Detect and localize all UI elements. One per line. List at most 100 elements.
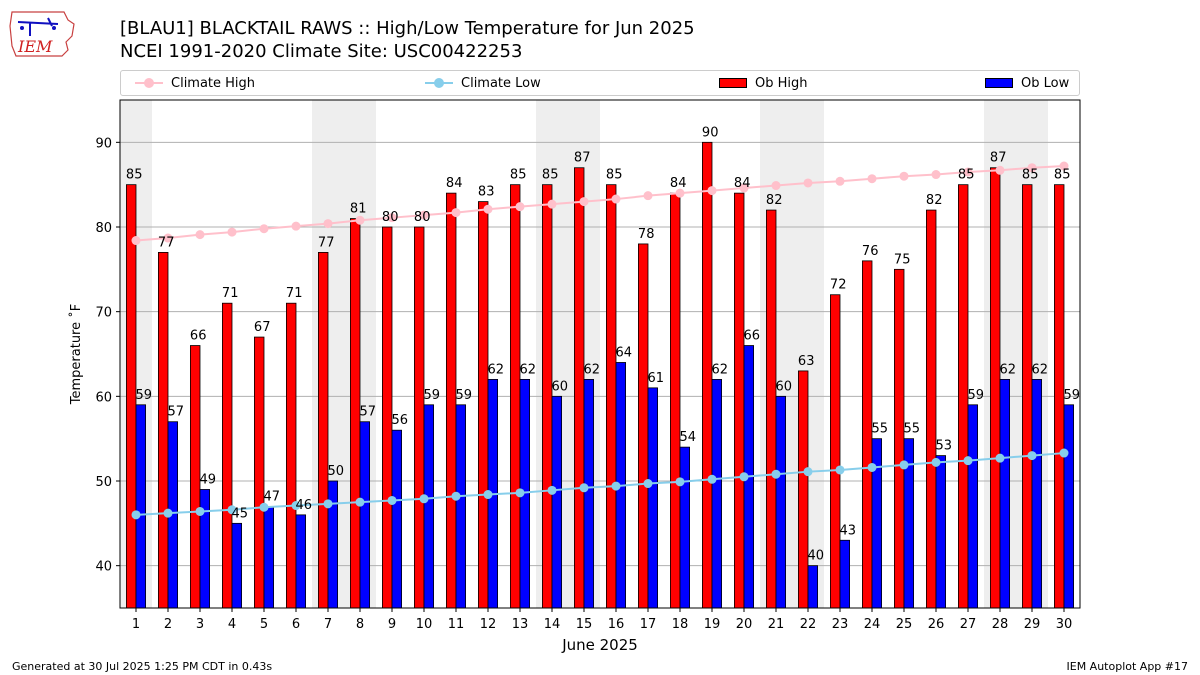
ob-low-bar (167, 421, 179, 609)
ob-low-value-label: 61 (648, 371, 665, 386)
climate-low-point (355, 497, 365, 507)
ob-low-bar (423, 404, 435, 609)
ob-high-bar (1054, 184, 1065, 609)
ob-low-bar (295, 514, 307, 609)
ob-high-value-label: 80 (382, 210, 399, 225)
ob-low-value-label: 57 (360, 405, 377, 420)
ob-low-bar (391, 429, 403, 609)
ob-low-value-label: 59 (424, 388, 441, 403)
ob-high-value-label: 82 (926, 193, 943, 208)
ob-high-bar (477, 201, 489, 609)
ob-high-bar (766, 209, 777, 609)
climate-high-point (387, 213, 397, 223)
climate-low-point (835, 465, 845, 475)
ob-high-value-label: 85 (126, 168, 143, 183)
ob-high-bar (702, 141, 713, 609)
climate-low-point (803, 467, 813, 477)
climate-low-point (547, 485, 557, 495)
ob-low-bar (263, 505, 275, 609)
climate-high-point (739, 183, 749, 193)
ob-high-bar (509, 184, 521, 609)
climate-low-point (227, 505, 237, 515)
ob-low-value-label: 62 (488, 362, 505, 377)
x-tick-label: 18 (672, 617, 689, 632)
ob-low-value-label: 64 (616, 345, 633, 360)
x-tick-label: 13 (512, 617, 529, 632)
legend-label-climate-high: Climate High (171, 75, 256, 91)
ob-low-bar (711, 378, 723, 609)
legend-item-climate-high: Climate High (135, 71, 255, 95)
ob-low-bar (1063, 404, 1075, 609)
ob-high-bar (349, 218, 361, 609)
ob-high-bar (285, 302, 297, 609)
climate-low-point (515, 488, 525, 498)
ob-low-value-label: 47 (264, 489, 281, 504)
y-tick-label: 90 (95, 136, 112, 151)
weekend-band (312, 100, 344, 608)
climate-high-swatch (135, 77, 163, 89)
climate-high-point (483, 204, 493, 214)
climate-high-point (547, 199, 557, 209)
ob-low-value-label: 46 (296, 498, 313, 513)
ob-low-bar (679, 446, 691, 609)
ob-low-value-label: 55 (872, 422, 889, 437)
climate-high-point (419, 210, 429, 220)
climate-high-point (707, 186, 717, 196)
climate-low-point (163, 508, 173, 518)
ob-high-bar (958, 184, 969, 609)
ob-low-value-label: 54 (680, 430, 697, 445)
x-tick-label: 10 (416, 617, 433, 632)
weekend-band (568, 100, 600, 608)
climate-low-point (963, 456, 973, 466)
x-tick-label: 6 (292, 617, 300, 632)
ob-low-bar (455, 404, 467, 609)
climate-low-point (579, 483, 589, 493)
climate-low-point (643, 479, 653, 489)
ob-high-bar (894, 268, 905, 609)
ob-low-value-label: 50 (328, 464, 345, 479)
weekend-band (792, 100, 824, 608)
ob-high-value-label: 84 (446, 176, 463, 191)
ob-high-bar (862, 260, 873, 609)
ob-low-value-label: 49 (200, 472, 217, 487)
ob-high-value-label: 85 (510, 168, 527, 183)
weekend-band (536, 100, 568, 608)
ob-low-value-label: 62 (584, 362, 601, 377)
x-tick-label: 21 (768, 617, 785, 632)
ob-high-value-label: 78 (638, 227, 655, 242)
x-tick-label: 11 (448, 617, 465, 632)
ob-low-bar (359, 421, 371, 609)
climate-low-point (867, 462, 877, 472)
climate-high-point (515, 202, 525, 212)
ob-low-bar (551, 395, 563, 609)
plot-frame (119, 99, 1081, 609)
ob-high-value-label: 85 (542, 168, 559, 183)
ob-low-swatch (985, 78, 1013, 88)
climate-low-point (323, 499, 333, 509)
climate-low-point (1059, 448, 1069, 458)
ob-high-value-label: 81 (350, 202, 367, 217)
generated-timestamp: Generated at 30 Jul 2025 1:25 PM CDT in … (12, 660, 273, 673)
ob-high-value-label: 84 (670, 176, 687, 191)
ob-low-value-label: 59 (136, 388, 153, 403)
ob-low-value-label: 62 (1000, 362, 1017, 377)
x-tick-label: 15 (576, 617, 593, 632)
ob-high-bar (381, 226, 393, 609)
ob-high-bar (798, 370, 809, 609)
ob-low-bar (775, 395, 787, 609)
ob-high-value-label: 84 (734, 176, 751, 191)
climate-low-point (131, 510, 141, 520)
y-axis-label: Temperature ˚F (68, 304, 84, 405)
ob-high-bar (413, 226, 425, 609)
chart-legend: Climate High Climate Low Ob High Ob Low (120, 70, 1080, 96)
ob-low-value-label: 57 (168, 405, 185, 420)
x-tick-label: 8 (356, 617, 364, 632)
ob-low-bar (615, 362, 627, 609)
climate-high-point (899, 171, 909, 181)
climate-high-point (1027, 163, 1037, 173)
climate-high-point (579, 197, 589, 207)
ob-high-bar (990, 167, 1001, 609)
legend-label-ob-low: Ob Low (1021, 75, 1070, 91)
x-tick-label: 7 (324, 617, 332, 632)
ob-low-bar (935, 455, 947, 609)
